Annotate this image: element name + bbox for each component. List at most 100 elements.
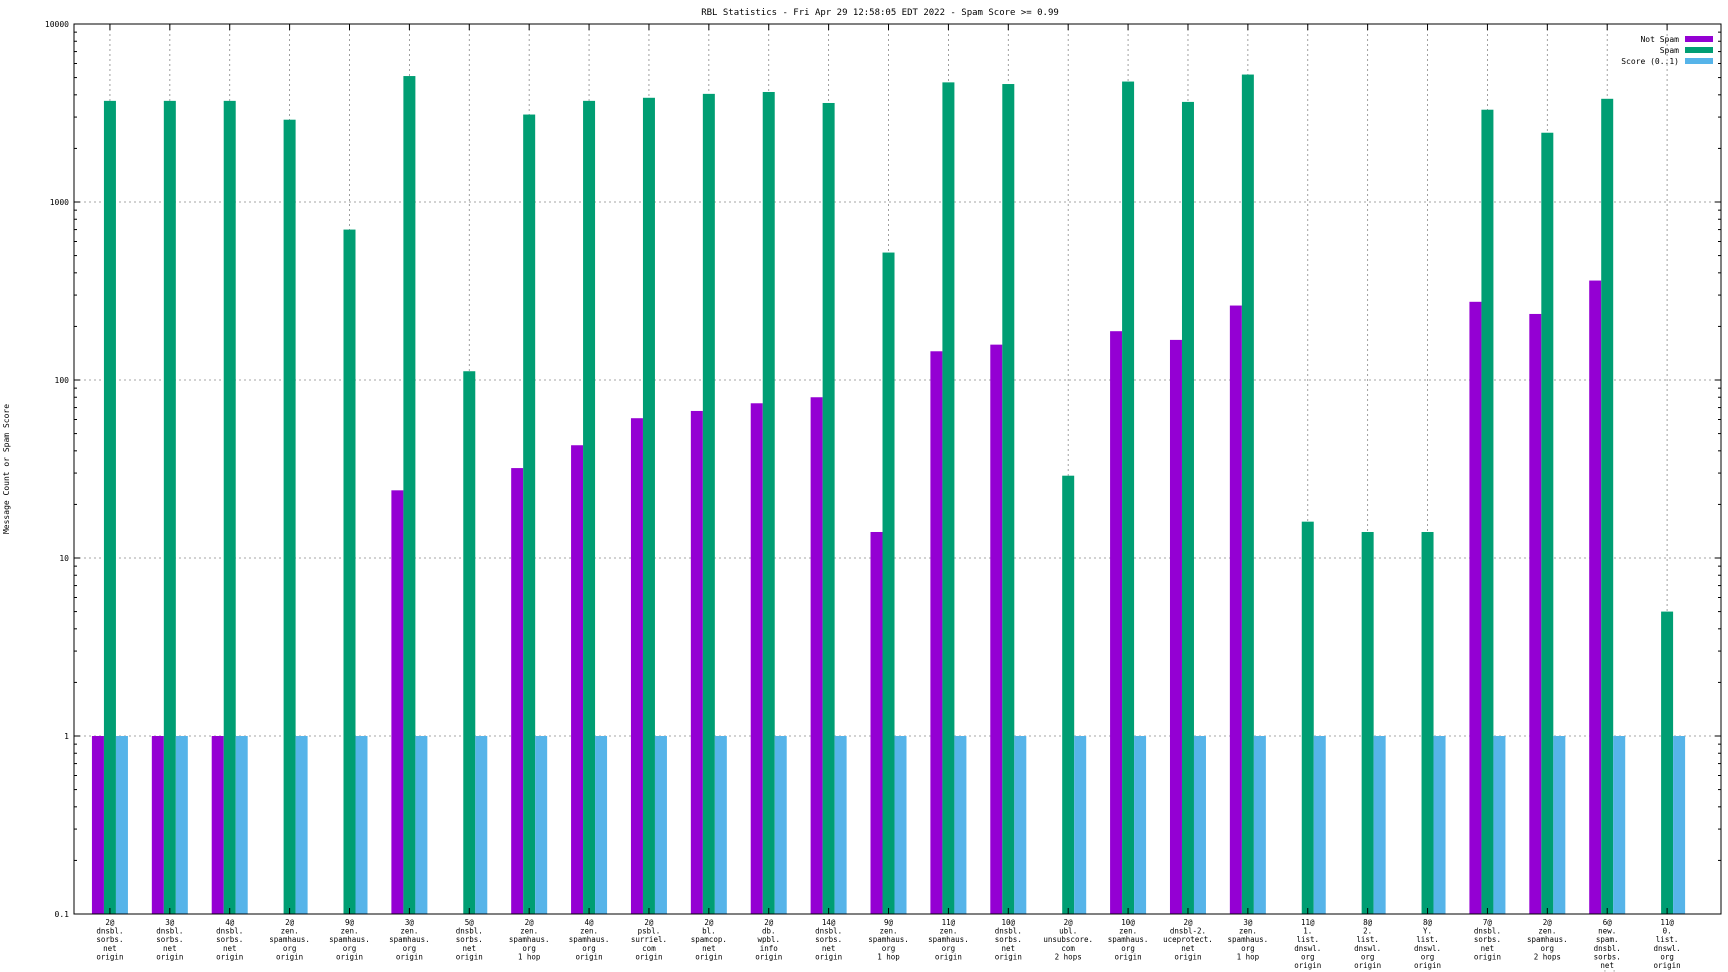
x-tick-label: sorbs. bbox=[456, 935, 483, 944]
bar-score-0-1 bbox=[1074, 736, 1087, 914]
legend-label: Not Spam bbox=[1640, 35, 1679, 44]
x-tick-label: 2@ bbox=[1183, 918, 1193, 927]
bar-not-spam bbox=[1229, 305, 1242, 914]
x-tick-label: origin bbox=[156, 952, 183, 961]
x-tick-label: dnsbl. bbox=[995, 927, 1022, 936]
x-tick-label: origin bbox=[1474, 952, 1501, 961]
x-tick-label: origin bbox=[815, 952, 842, 961]
x-tick-label: 2 hops bbox=[1534, 952, 1561, 961]
y-tick-label: 1000 bbox=[50, 198, 69, 207]
x-tick-label: surriel. bbox=[631, 935, 667, 944]
x-tick-label: origin bbox=[755, 952, 782, 961]
x-tick-label: sorbs. bbox=[96, 935, 123, 944]
x-tick-label: uceprotect. bbox=[1163, 935, 1213, 944]
x-tick-label: 9@ bbox=[345, 918, 355, 927]
legend-swatch bbox=[1685, 58, 1713, 64]
x-tick-label: 11@ bbox=[942, 918, 956, 927]
bar-score-0-1 bbox=[1673, 736, 1686, 914]
x-tick-label: origin bbox=[1594, 970, 1621, 972]
bar-spam bbox=[1301, 521, 1314, 914]
x-tick-label: org bbox=[522, 944, 536, 953]
bar-not-spam bbox=[391, 490, 404, 914]
x-tick-label: org bbox=[283, 944, 297, 953]
bar-spam bbox=[1541, 132, 1554, 914]
x-tick-label: 11@ bbox=[1301, 918, 1315, 927]
x-tick-label: net bbox=[702, 944, 716, 953]
x-tick-label: 2@ bbox=[105, 918, 115, 927]
bar-score-0-1 bbox=[595, 736, 608, 914]
bar-score-0-1 bbox=[1134, 736, 1147, 914]
x-tick-label: db. bbox=[762, 927, 776, 936]
bar-not-spam bbox=[1169, 339, 1182, 914]
x-tick-label: 1 hop bbox=[877, 952, 900, 961]
x-tick-label: spamhaus. bbox=[1108, 935, 1149, 944]
x-tick-label: sorbs. bbox=[216, 935, 243, 944]
x-tick-label: com bbox=[642, 944, 656, 953]
x-tick-label: zen. bbox=[879, 927, 897, 936]
x-tick-label: 7@ bbox=[1483, 918, 1493, 927]
x-tick-label: 1 hop bbox=[518, 952, 541, 961]
bar-not-spam bbox=[1469, 301, 1482, 914]
x-tick-label: 4@ bbox=[585, 918, 595, 927]
x-tick-label: origin bbox=[1354, 961, 1381, 970]
bar-score-0-1 bbox=[1613, 736, 1626, 914]
x-tick-label: net bbox=[463, 944, 477, 953]
x-tick-label: 2@ bbox=[704, 918, 714, 927]
x-tick-label: 2@ bbox=[764, 918, 774, 927]
x-tick-label: 2. bbox=[1363, 927, 1372, 936]
bar-score-0-1 bbox=[654, 736, 667, 914]
x-tick-label: dnsbl. bbox=[96, 927, 123, 936]
x-tick-label: spamhaus. bbox=[389, 935, 430, 944]
x-tick-label: dnsbl. bbox=[456, 927, 483, 936]
bar-not-spam bbox=[690, 410, 703, 914]
x-tick-label: 2@ bbox=[644, 918, 654, 927]
x-tick-label: dnsbl. bbox=[1594, 944, 1621, 953]
x-tick-label: origin bbox=[635, 952, 662, 961]
x-tick-label: 2@ bbox=[285, 918, 295, 927]
x-tick-label: org bbox=[1361, 952, 1375, 961]
bar-not-spam bbox=[990, 344, 1003, 914]
x-tick-label: org bbox=[1301, 952, 1315, 961]
bar-spam bbox=[882, 252, 895, 915]
x-tick-label: Y. bbox=[1423, 927, 1432, 936]
x-tick-label: zen. bbox=[1538, 927, 1556, 936]
x-tick-label: spam. bbox=[1596, 935, 1619, 944]
x-tick-label: spamhaus. bbox=[868, 935, 909, 944]
x-tick-label: wpbl. bbox=[757, 935, 780, 944]
bars-layer bbox=[91, 74, 1686, 915]
x-tick-label: new. bbox=[1598, 927, 1616, 936]
x-tick-label: origin bbox=[96, 952, 123, 961]
x-tick-label: spamhaus. bbox=[569, 935, 610, 944]
bar-spam bbox=[283, 119, 296, 914]
x-tick-label: dnsbl. bbox=[216, 927, 243, 936]
bar-not-spam bbox=[1589, 280, 1602, 914]
x-tick-label: dnswl. bbox=[1654, 944, 1681, 953]
labels-layer: RBL Statistics - Fri Apr 29 12:58:05 EDT… bbox=[2, 8, 1681, 972]
bar-score-0-1 bbox=[954, 736, 967, 914]
bar-score-0-1 bbox=[1193, 736, 1206, 914]
bar-not-spam bbox=[571, 445, 584, 914]
x-tick-label: 2@ bbox=[1064, 918, 1074, 927]
bar-spam bbox=[1661, 611, 1674, 914]
x-tick-label: dnswl. bbox=[1414, 944, 1441, 953]
x-tick-label: 9@ bbox=[884, 918, 894, 927]
legend-label: Score (0..1) bbox=[1621, 57, 1679, 66]
x-tick-label: zen. bbox=[939, 927, 957, 936]
x-tick-label: zen. bbox=[1119, 927, 1137, 936]
x-tick-label: org bbox=[1121, 944, 1135, 953]
bar-score-0-1 bbox=[1493, 736, 1506, 914]
x-tick-label: org bbox=[1541, 944, 1555, 953]
legend: Not Spam Spam Score (0..1) bbox=[1621, 35, 1713, 66]
bar-score-0-1 bbox=[535, 736, 548, 914]
x-tick-label: 10@ bbox=[1002, 918, 1016, 927]
x-tick-label: spamcop. bbox=[691, 935, 727, 944]
chart-title: RBL Statistics - Fri Apr 29 12:58:05 EDT… bbox=[701, 8, 1059, 18]
x-tick-label: origin bbox=[216, 952, 243, 961]
x-tick-label: org bbox=[403, 944, 417, 953]
bar-spam bbox=[1361, 531, 1374, 914]
axes-layer bbox=[73, 23, 1722, 915]
x-tick-label: origin bbox=[1414, 961, 1441, 970]
x-tick-label: 3@ bbox=[1243, 918, 1253, 927]
x-tick-label: origin bbox=[935, 952, 962, 961]
